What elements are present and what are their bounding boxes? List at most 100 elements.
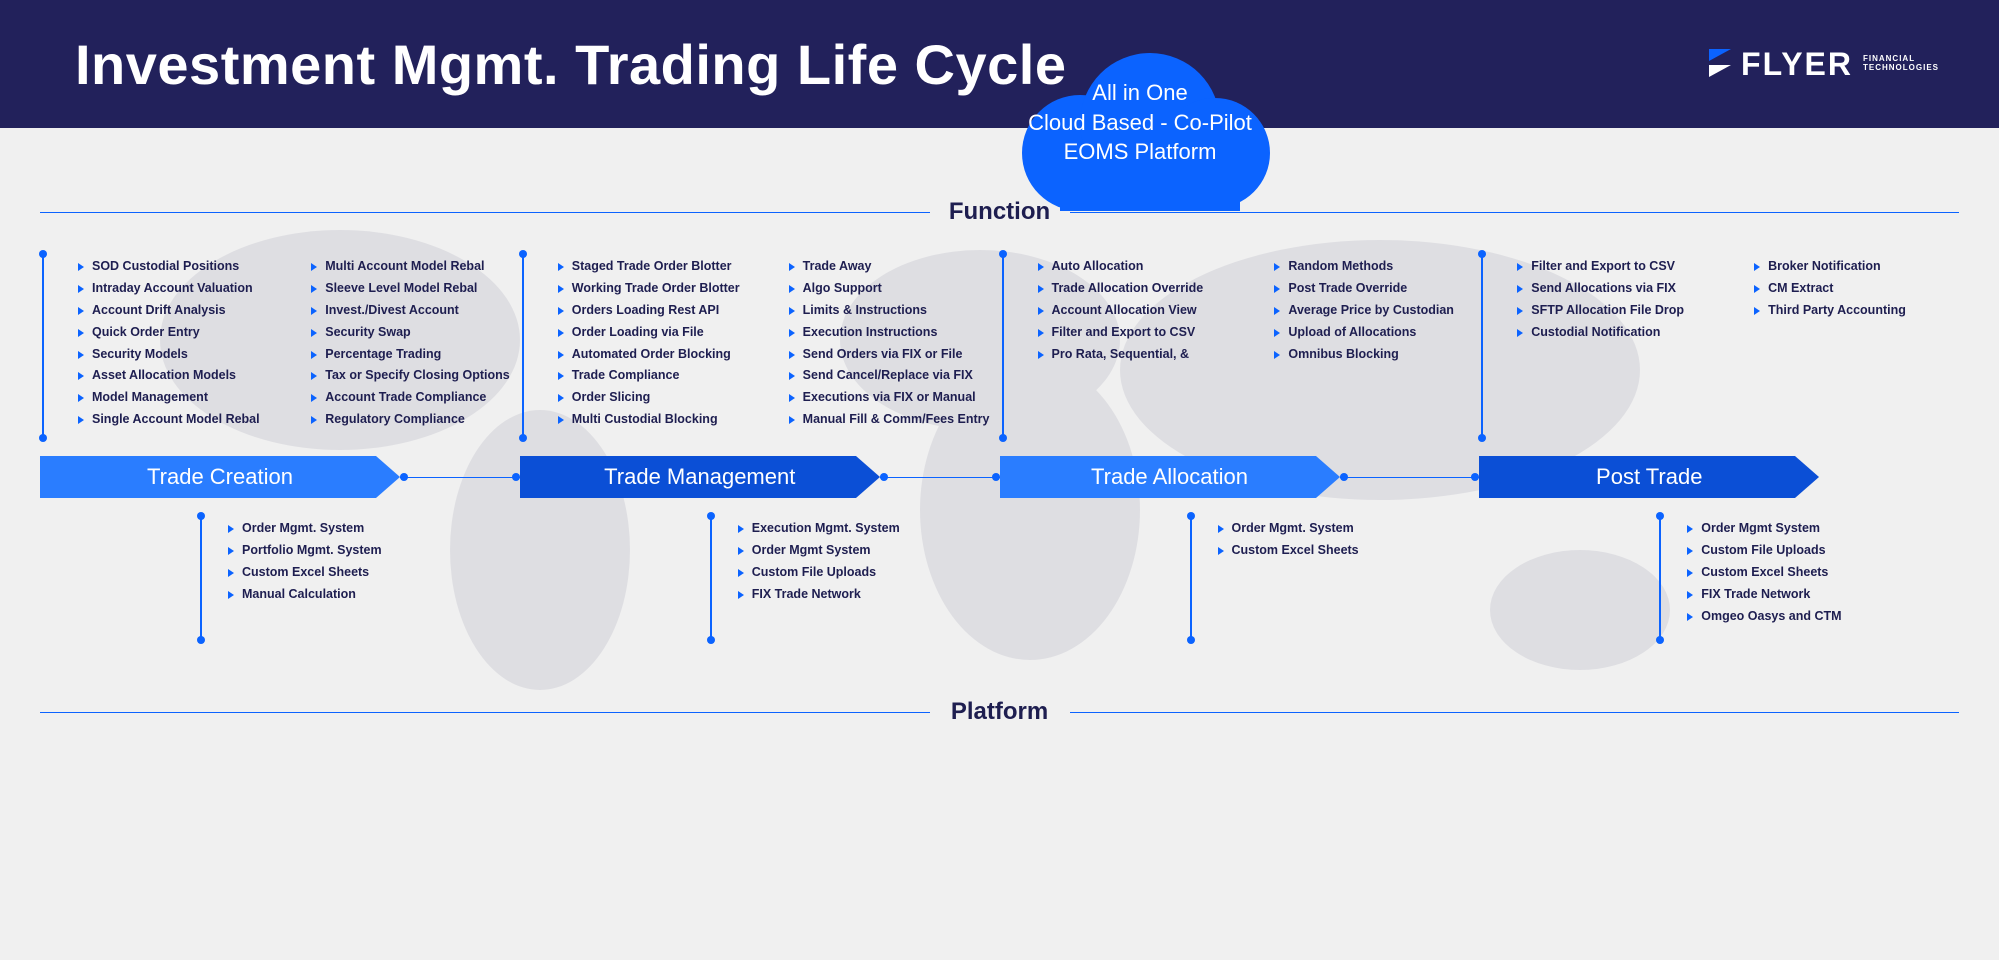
stage-arrow: Trade Management: [520, 456, 880, 498]
list-item: CM Extract: [1754, 278, 1949, 300]
list-item: Filter and Export to CSV: [1517, 256, 1712, 278]
list-item: Custodial Notification: [1517, 322, 1712, 344]
page: Investment Mgmt. Trading Life Cycle FLYE…: [0, 0, 1999, 776]
list-item: Limits & Instructions: [789, 300, 990, 322]
list-item: Custom File Uploads: [1687, 540, 1949, 562]
stage-label: Trade Allocation: [1091, 464, 1248, 490]
list-item: Portfolio Mgmt. System: [228, 540, 510, 562]
list-item: Random Methods: [1274, 256, 1469, 278]
list-item: Order Mgmt. System: [228, 518, 510, 540]
logo: FLYER FINANCIAL TECHNOLOGIES: [1709, 46, 1939, 83]
list-item: Account Trade Compliance: [311, 387, 510, 409]
function-column: SOD Custodial PositionsIntraday Account …: [40, 236, 520, 456]
platform-list: Order Mgmt. SystemPortfolio Mgmt. System…: [210, 518, 510, 638]
stage-arrow: Post Trade: [1479, 456, 1819, 498]
list-item: Invest./Divest Account: [311, 300, 510, 322]
list-item: Omgeo Oasys and CTM: [1687, 606, 1949, 628]
list-item: Account Allocation View: [1038, 300, 1233, 322]
list-item: Custom Excel Sheets: [228, 562, 510, 584]
stage-connector: [400, 477, 520, 478]
vertical-rule: [1002, 254, 1004, 438]
function-list: Filter and Export to CSVSend Allocations…: [1499, 256, 1712, 436]
function-list: SOD Custodial PositionsIntraday Account …: [60, 256, 269, 436]
list-item: Execution Instructions: [789, 322, 990, 344]
list-item: Automated Order Blocking: [558, 344, 747, 366]
list-item: Order Mgmt System: [1687, 518, 1949, 540]
function-list: Random MethodsPost Trade OverrideAverage…: [1256, 256, 1469, 436]
list-item: Send Orders via FIX or File: [789, 344, 990, 366]
stage-arrow: Trade Allocation: [1000, 456, 1340, 498]
stage: Post Trade: [1479, 456, 1959, 498]
stage-arrows-row: Trade Creation Trade Management Trade Allo…: [0, 456, 1999, 498]
platform-lists: Order Mgmt SystemCustom File UploadsCust…: [1479, 498, 1959, 658]
platform-column: Order Mgmt SystemCustom File UploadsCust…: [1479, 498, 1959, 658]
stage: Trade Allocation: [1000, 456, 1480, 498]
list-item: Custom Excel Sheets: [1218, 540, 1470, 562]
list-item: Manual Calculation: [228, 584, 510, 606]
stage-connector: [1340, 477, 1480, 478]
platform-list: Order Mgmt. SystemCustom Excel Sheets: [1200, 518, 1470, 638]
list-item: Order Slicing: [558, 387, 747, 409]
vertical-rule: [1190, 516, 1192, 640]
list-item: Execution Mgmt. System: [738, 518, 990, 540]
list-item: Tax or Specify Closing Options: [311, 365, 510, 387]
platform-lists: Order Mgmt. SystemPortfolio Mgmt. System…: [40, 498, 520, 658]
list-item: Order Mgmt. System: [1218, 518, 1470, 540]
cloud-line1: All in One: [990, 78, 1290, 108]
page-title: Investment Mgmt. Trading Life Cycle: [75, 32, 1066, 97]
list-item: Algo Support: [789, 278, 990, 300]
list-item: Post Trade Override: [1274, 278, 1469, 300]
list-item: Order Loading via File: [558, 322, 747, 344]
list-item: Omnibus Blocking: [1274, 344, 1469, 366]
list-item: SOD Custodial Positions: [78, 256, 269, 278]
platform-column: Execution Mgmt. SystemOrder Mgmt SystemC…: [520, 498, 1000, 658]
list-item: Security Models: [78, 344, 269, 366]
list-item: Orders Loading Rest API: [558, 300, 747, 322]
function-list: Staged Trade Order BlotterWorking Trade …: [540, 256, 747, 436]
list-item: Executions via FIX or Manual: [789, 387, 990, 409]
list-item: Trade Allocation Override: [1038, 278, 1233, 300]
list-item: Intraday Account Valuation: [78, 278, 269, 300]
logo-subtext: FINANCIAL TECHNOLOGIES: [1863, 55, 1939, 73]
stage-label: Trade Creation: [147, 464, 293, 490]
function-column: Filter and Export to CSVSend Allocations…: [1479, 236, 1959, 456]
stage-label: Post Trade: [1596, 464, 1702, 490]
function-columns: SOD Custodial PositionsIntraday Account …: [0, 236, 1999, 456]
list-item: Trade Compliance: [558, 365, 747, 387]
function-column: Auto AllocationTrade Allocation Override…: [1000, 236, 1480, 456]
stage-arrow: Trade Creation: [40, 456, 400, 498]
list-item: Order Mgmt System: [738, 540, 990, 562]
list-item: Broker Notification: [1754, 256, 1949, 278]
vertical-rule: [1481, 254, 1483, 438]
vertical-rule: [522, 254, 524, 438]
platform-column: Order Mgmt. SystemPortfolio Mgmt. System…: [40, 498, 520, 658]
stage: Trade Management: [520, 456, 1000, 498]
function-column: Staged Trade Order BlotterWorking Trade …: [520, 236, 1000, 456]
list-item: Quick Order Entry: [78, 322, 269, 344]
list-item: Pro Rata, Sequential, &: [1038, 344, 1233, 366]
platform-list: Execution Mgmt. SystemOrder Mgmt SystemC…: [720, 518, 990, 638]
stage-label: Trade Management: [604, 464, 795, 490]
logo-text: FLYER: [1741, 46, 1853, 83]
stage: Trade Creation: [40, 456, 520, 498]
platform-lists: Execution Mgmt. SystemOrder Mgmt SystemC…: [520, 498, 1000, 658]
list-item: Asset Allocation Models: [78, 365, 269, 387]
list-item: Third Party Accounting: [1754, 300, 1949, 322]
function-list: Auto AllocationTrade Allocation Override…: [1020, 256, 1233, 436]
function-lists: Auto AllocationTrade Allocation Override…: [1000, 236, 1480, 456]
function-list: Multi Account Model RebalSleeve Level Mo…: [293, 256, 510, 436]
list-item: Send Cancel/Replace via FIX: [789, 365, 990, 387]
vertical-rule: [1659, 516, 1661, 640]
list-item: SFTP Allocation File Drop: [1517, 300, 1712, 322]
list-item: Multi Custodial Blocking: [558, 409, 747, 431]
cloud-line3: EOMS Platform: [990, 137, 1290, 167]
list-item: Regulatory Compliance: [311, 409, 510, 431]
function-list: Broker NotificationCM ExtractThird Party…: [1736, 256, 1949, 436]
function-lists: Staged Trade Order BlotterWorking Trade …: [520, 236, 1000, 456]
platform-column: Order Mgmt. SystemCustom Excel Sheets: [1000, 498, 1480, 658]
list-item: FIX Trade Network: [1687, 584, 1949, 606]
cloud-line2: Cloud Based - Co-Pilot: [990, 108, 1290, 138]
function-lists: SOD Custodial PositionsIntraday Account …: [40, 236, 520, 456]
cloud-callout: All in One Cloud Based - Co-Pilot EOMS P…: [990, 28, 1290, 238]
list-item: Percentage Trading: [311, 344, 510, 366]
